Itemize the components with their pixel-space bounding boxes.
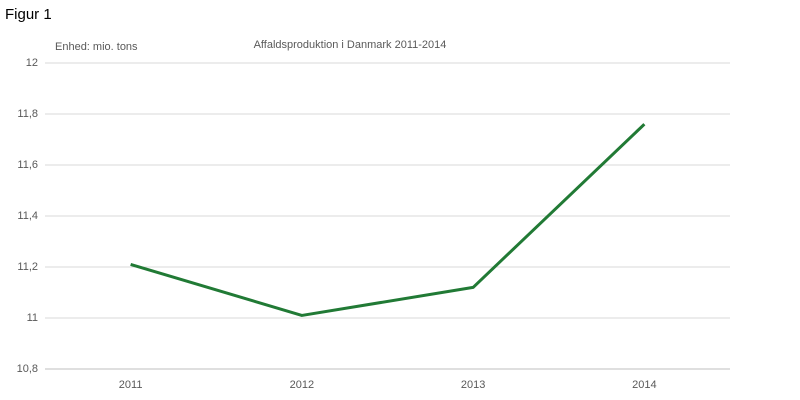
figure-label: Figur 1 — [5, 6, 52, 23]
y-tick-label: 11,6 — [17, 159, 38, 171]
y-tick-label: 11,4 — [17, 210, 38, 222]
x-tick-label: 2012 — [290, 379, 314, 391]
x-tick-label: 2011 — [119, 379, 143, 391]
x-tick-label: 2014 — [632, 379, 656, 391]
data-line — [130, 123, 646, 317]
y-tick-label: 11,8 — [17, 108, 38, 120]
y-tick-label: 10,8 — [17, 363, 38, 375]
y-tick-label: 11,2 — [17, 261, 38, 273]
y-tick-label: 11 — [27, 312, 38, 324]
y-axis-label: Enhed: mio. tons — [55, 41, 138, 53]
x-tick-label: 2013 — [461, 379, 485, 391]
y-tick-label: 12 — [26, 57, 38, 69]
chart-title: Affaldsproduktion i Danmark 2011-2014 — [254, 39, 447, 51]
